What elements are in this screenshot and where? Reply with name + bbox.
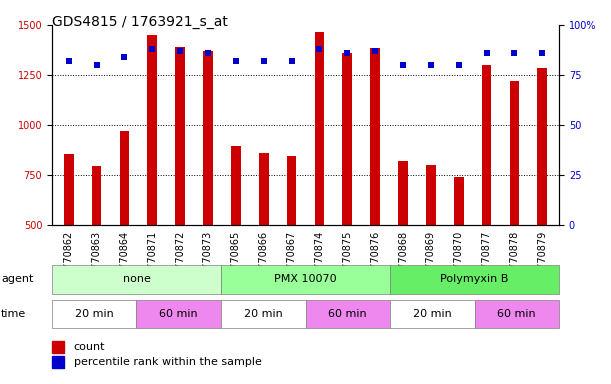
- Bar: [52, 265, 221, 294]
- Text: 20 min: 20 min: [75, 309, 114, 319]
- Text: PMX 10070: PMX 10070: [274, 274, 337, 285]
- Bar: [306, 300, 390, 328]
- Bar: [221, 265, 390, 294]
- Bar: [92, 166, 101, 225]
- Text: GDS4815 / 1763921_s_at: GDS4815 / 1763921_s_at: [52, 15, 228, 29]
- Bar: [342, 53, 352, 225]
- Bar: [231, 146, 241, 225]
- Bar: [52, 341, 64, 353]
- Bar: [370, 48, 380, 225]
- Text: percentile rank within the sample: percentile rank within the sample: [74, 357, 262, 367]
- Text: 60 min: 60 min: [497, 309, 536, 319]
- Text: none: none: [123, 274, 150, 285]
- Bar: [259, 153, 269, 225]
- Bar: [287, 156, 296, 225]
- Bar: [120, 131, 130, 225]
- Text: count: count: [74, 343, 105, 353]
- Text: 60 min: 60 min: [159, 309, 198, 319]
- Bar: [398, 161, 408, 225]
- Text: agent: agent: [1, 274, 34, 285]
- Bar: [315, 32, 324, 225]
- Text: time: time: [1, 309, 26, 319]
- Text: 20 min: 20 min: [244, 309, 283, 319]
- Bar: [203, 51, 213, 225]
- Bar: [52, 356, 64, 368]
- Bar: [454, 177, 464, 225]
- Bar: [52, 300, 136, 328]
- Bar: [426, 165, 436, 225]
- Bar: [390, 300, 475, 328]
- Text: Polymyxin B: Polymyxin B: [441, 274, 509, 285]
- Bar: [175, 47, 185, 225]
- Bar: [510, 81, 519, 225]
- Bar: [475, 300, 559, 328]
- Bar: [221, 300, 306, 328]
- Bar: [136, 300, 221, 328]
- Bar: [64, 154, 73, 225]
- Bar: [481, 65, 491, 225]
- Bar: [147, 35, 157, 225]
- Bar: [538, 68, 547, 225]
- Bar: [390, 265, 559, 294]
- Text: 20 min: 20 min: [413, 309, 452, 319]
- Text: 60 min: 60 min: [329, 309, 367, 319]
